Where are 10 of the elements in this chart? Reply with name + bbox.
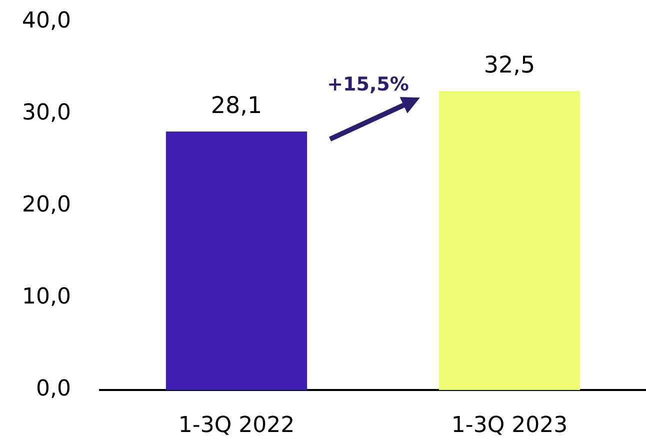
x-tick-label: 1-3Q 2023 [451, 412, 568, 438]
y-tick-label: 30,0 [22, 100, 71, 126]
y-tick-label: 40,0 [22, 8, 71, 34]
x-tick-label: 1-3Q 2022 [178, 412, 295, 438]
y-tick-label: 20,0 [22, 192, 71, 218]
y-tick-label: 10,0 [22, 284, 71, 310]
data-label: 32,5 [484, 52, 536, 78]
y-tick-label: 0,0 [36, 376, 71, 402]
annotation: +15,5% [327, 74, 409, 96]
data-label: 28,1 [210, 92, 262, 119]
